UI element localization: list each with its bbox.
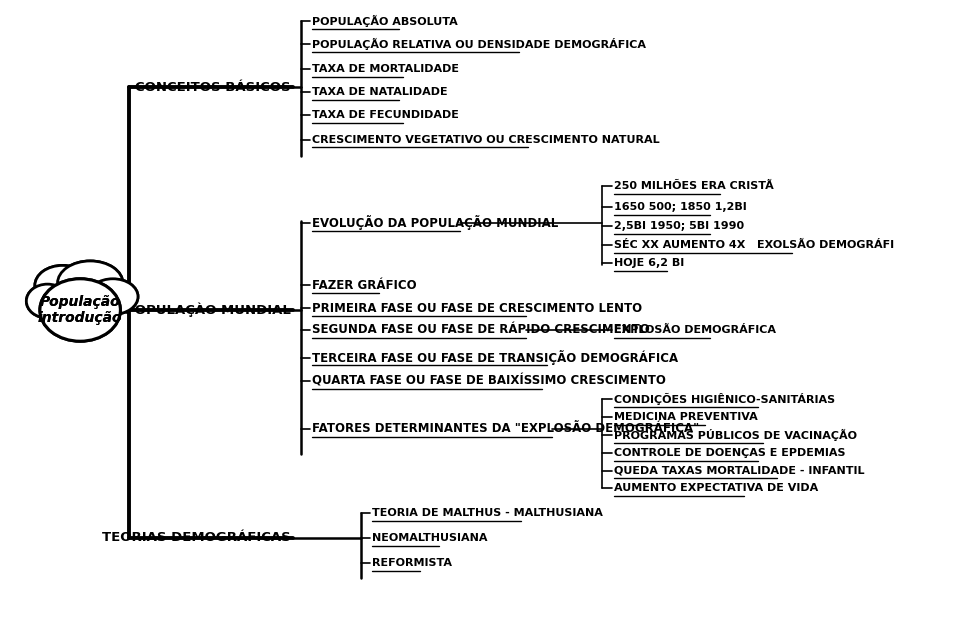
Text: POPULAÇÃO ABSOLUTA: POPULAÇÃO ABSOLUTA <box>312 15 458 27</box>
Ellipse shape <box>87 279 138 314</box>
Text: TERCEIRA FASE OU FASE DE TRANSIÇÃO DEMOGRÁFICA: TERCEIRA FASE OU FASE DE TRANSIÇÃO DEMOG… <box>312 350 679 365</box>
Text: REFORMISTA: REFORMISTA <box>372 558 452 568</box>
Ellipse shape <box>40 279 120 341</box>
Text: PRIMEIRA FASE OU FASE DE CRESCIMENTO LENTO: PRIMEIRA FASE OU FASE DE CRESCIMENTO LEN… <box>312 301 642 314</box>
Ellipse shape <box>87 279 138 314</box>
Text: FAZER GRÁFICO: FAZER GRÁFICO <box>312 279 417 292</box>
Text: QUARTA FASE OU FASE DE BAIXÍSSIMO CRESCIMENTO: QUARTA FASE OU FASE DE BAIXÍSSIMO CRESCI… <box>312 375 666 388</box>
Text: SÉC XX AUMENTO 4X   EXOLSÃO DEMOGRÁFI: SÉC XX AUMENTO 4X EXOLSÃO DEMOGRÁFI <box>614 239 894 250</box>
Text: CONTROLE DE DOENÇAS E EPDEMIAS: CONTROLE DE DOENÇAS E EPDEMIAS <box>614 448 846 458</box>
Ellipse shape <box>58 261 123 306</box>
Ellipse shape <box>40 279 120 341</box>
Text: NEOMALTHUSIANA: NEOMALTHUSIANA <box>372 533 488 543</box>
Text: PROGRAMAS PÚBLICOS DE VACINAÇÃO: PROGRAMAS PÚBLICOS DE VACINAÇÃO <box>614 429 857 441</box>
Text: POPULAÇÀO MUNDIAL: POPULAÇÀO MUNDIAL <box>125 303 291 317</box>
Text: CRESCIMENTO VEGETATIVO OU CRESCIMENTO NATURAL: CRESCIMENTO VEGETATIVO OU CRESCIMENTO NA… <box>312 135 660 144</box>
Text: EVOLUÇÃO DA POPULAÇÃO MUNDIAL: EVOLUÇÃO DA POPULAÇÃO MUNDIAL <box>312 215 559 230</box>
Ellipse shape <box>35 265 90 306</box>
Ellipse shape <box>26 284 68 318</box>
Ellipse shape <box>26 284 68 318</box>
Ellipse shape <box>42 283 118 337</box>
Text: 1650 500; 1850 1,2BI: 1650 500; 1850 1,2BI <box>614 202 747 212</box>
Text: 2,5BI 1950; 5BI 1990: 2,5BI 1950; 5BI 1990 <box>614 221 744 231</box>
Text: TAXA DE FECUNDIDADE: TAXA DE FECUNDIDADE <box>312 110 459 120</box>
Ellipse shape <box>58 261 123 306</box>
Text: 250 MILHÕES ERA CRISTÃ: 250 MILHÕES ERA CRISTÃ <box>614 181 774 191</box>
Ellipse shape <box>35 265 90 306</box>
Text: TAXA DE NATALIDADE: TAXA DE NATALIDADE <box>312 87 448 97</box>
Text: AUMENTO EXPECTATIVA DE VIDA: AUMENTO EXPECTATIVA DE VIDA <box>614 484 818 494</box>
Text: QUEDA TAXAS MORTALIDADE - INFANTIL: QUEDA TAXAS MORTALIDADE - INFANTIL <box>614 466 865 476</box>
Text: CONCEITOS BÁSICOS: CONCEITOS BÁSICOS <box>135 81 291 94</box>
Ellipse shape <box>42 283 118 337</box>
Text: População
introdução: População introdução <box>37 295 123 325</box>
Text: CONDIÇÕES HIGIÊNICO-SANITÁRIAS: CONDIÇÕES HIGIÊNICO-SANITÁRIAS <box>614 393 835 405</box>
Text: TEORIAS DEMOGRÁFICAS: TEORIAS DEMOGRÁFICAS <box>103 531 291 544</box>
Text: FATORES DETERMINANTES DA "EXPLOSÃO DEMOGRÁFICA": FATORES DETERMINANTES DA "EXPLOSÃO DEMOG… <box>312 422 700 435</box>
Text: EXPLOSÃO DEMOGRÁFICA: EXPLOSÃO DEMOGRÁFICA <box>614 325 776 335</box>
Text: TEORIA DE MALTHUS - MALTHUSIANA: TEORIA DE MALTHUS - MALTHUSIANA <box>372 508 603 518</box>
Text: MEDICINA PREVENTIVA: MEDICINA PREVENTIVA <box>614 412 757 422</box>
Text: População
introdução: População introdução <box>37 295 123 325</box>
Text: TAXA DE MORTALIDADE: TAXA DE MORTALIDADE <box>312 64 459 74</box>
Text: HOJE 6,2 BI: HOJE 6,2 BI <box>614 259 684 268</box>
Text: POPULAÇÃO RELATIVA OU DENSIDADE DEMOGRÁFICA: POPULAÇÃO RELATIVA OU DENSIDADE DEMOGRÁF… <box>312 38 646 50</box>
Text: SEGUNDA FASE OU FASE DE RÁPIDO CRESCIMENTO: SEGUNDA FASE OU FASE DE RÁPIDO CRESCIMEN… <box>312 323 650 336</box>
